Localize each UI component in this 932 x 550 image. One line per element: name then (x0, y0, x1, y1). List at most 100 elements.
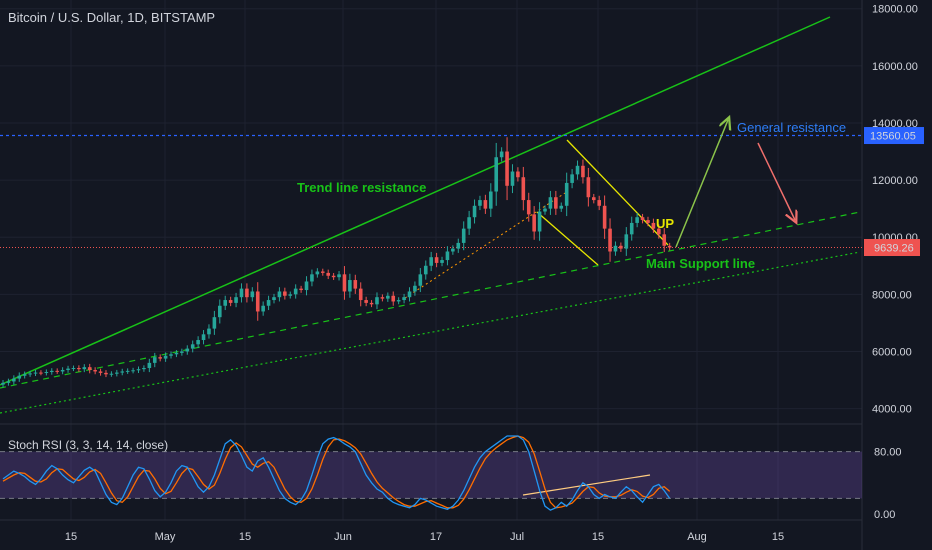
candle (337, 271, 341, 281)
candle (423, 260, 428, 280)
time-tick-label: 15 (239, 531, 251, 543)
price-tick-label: 12000.00 (872, 175, 918, 187)
candle (451, 245, 455, 255)
candle (82, 364, 87, 373)
down-arrow[interactable] (757, 142, 795, 220)
short-trend-line[interactable] (404, 192, 566, 299)
trend-line-resistance-label: Trend line resistance (297, 180, 426, 195)
stoch-tick-label: 0.00 (874, 509, 895, 521)
candle (158, 354, 162, 362)
main-support-line[interactable] (0, 211, 861, 389)
candle (548, 190, 553, 215)
candle (55, 368, 59, 374)
candle (434, 252, 439, 268)
candle (608, 218, 612, 262)
candle (602, 195, 607, 239)
candle (223, 295, 228, 311)
candle (396, 297, 401, 305)
candle (586, 167, 591, 207)
candle (60, 367, 65, 375)
candle (44, 369, 49, 376)
channel-upper-line[interactable] (566, 139, 669, 246)
candle (651, 218, 656, 233)
candle (288, 291, 293, 299)
candle (478, 195, 482, 211)
candle (304, 276, 309, 296)
candle (250, 287, 255, 302)
price-tick-label: 18000.00 (872, 4, 918, 16)
general-resistance-label: General resistance (737, 120, 846, 135)
candle (234, 292, 238, 308)
candle (104, 370, 108, 378)
candle (33, 370, 38, 377)
candle (1, 379, 5, 388)
stoch-tick-label: 80.00 (874, 447, 902, 459)
candle (640, 213, 645, 224)
candle (196, 336, 200, 349)
candle (472, 199, 477, 224)
time-tick-label: 15 (772, 531, 784, 543)
candle (293, 284, 298, 299)
candle (516, 167, 520, 182)
candle (543, 205, 547, 215)
candle (440, 256, 444, 267)
candle (147, 358, 152, 373)
time-tick-label: 15 (592, 531, 604, 543)
long-term-support-line[interactable] (0, 251, 861, 414)
price-tick-label: 6000.00 (872, 346, 912, 358)
resistance-price-text: 13560.05 (870, 131, 916, 143)
candle (93, 367, 97, 375)
up-arrow[interactable] (675, 120, 728, 248)
candle (299, 285, 303, 293)
candle (402, 293, 406, 304)
candle (326, 269, 330, 280)
candle (277, 287, 282, 302)
channel-lower-line[interactable] (536, 211, 599, 266)
price-tick-label: 8000.00 (872, 289, 912, 301)
candle (310, 269, 314, 287)
candle (77, 365, 81, 372)
stoch-rsi-band (0, 451, 862, 499)
candle (667, 242, 672, 251)
candle (261, 301, 265, 316)
trend-line-resistance[interactable] (0, 16, 831, 386)
candle (564, 172, 569, 217)
candle (494, 142, 499, 206)
candle (185, 345, 190, 355)
candle (239, 283, 244, 303)
candle (228, 296, 233, 307)
candle (386, 292, 390, 302)
price-tick-label: 16000.00 (872, 61, 918, 73)
candle (624, 227, 629, 256)
candle (245, 283, 249, 303)
candle (28, 370, 32, 377)
resistance-price-badge: 13560.05 (864, 127, 924, 145)
candle (342, 266, 347, 300)
candle (207, 324, 211, 339)
candle (266, 295, 271, 311)
candle (272, 293, 276, 304)
stoch-rsi-label: Stoch RSI (3, 3, 14, 14, close) (8, 438, 169, 452)
candle (353, 274, 358, 294)
candle (581, 159, 585, 184)
candle (358, 282, 363, 307)
stoch-rsi-d-line (2, 435, 671, 509)
candle (391, 291, 396, 306)
candle (66, 365, 70, 373)
candle (109, 371, 114, 377)
candle (483, 194, 488, 214)
candle (180, 348, 184, 356)
time-tick-label: Aug (687, 531, 707, 543)
up-label: UP (656, 216, 674, 231)
candle (445, 246, 450, 266)
candle (71, 365, 76, 372)
candle (320, 268, 325, 276)
candle (413, 281, 417, 296)
candle (12, 375, 16, 385)
stoch-rsi-axis: 0.00 80.00 (874, 447, 902, 521)
candle (597, 195, 601, 211)
candle (380, 294, 385, 302)
time-axis[interactable]: 15 May 15 Jun 17 Jul 15 Aug 15 (65, 531, 784, 543)
candle (152, 352, 157, 368)
